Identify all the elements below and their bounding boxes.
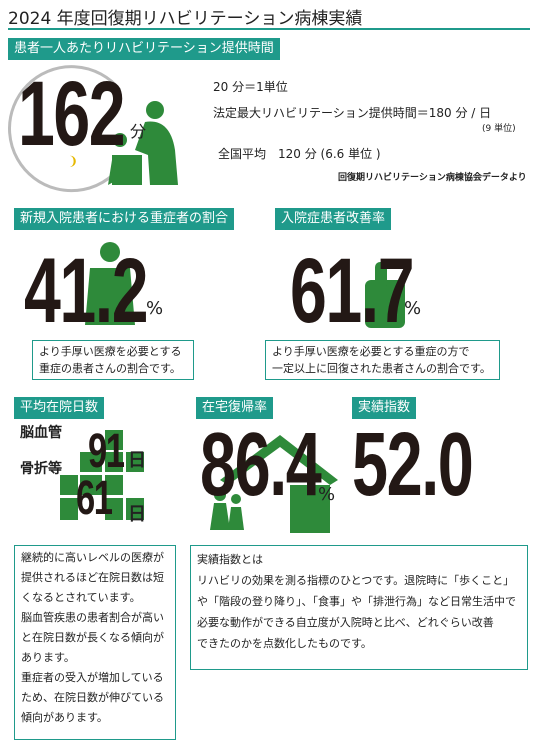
note-line: と在院日数が長くなる傾向が (21, 631, 164, 644)
note-line: ため、在院日数が伸びている (21, 691, 164, 704)
section-header: 実績指数 (352, 397, 417, 419)
unit: % (318, 484, 336, 505)
illustration (60, 430, 144, 520)
unit: 分 (130, 122, 147, 141)
row-label: 骨折等 (20, 461, 62, 477)
note-line: あります。 (21, 651, 75, 664)
big-number: 52.0 (352, 415, 474, 515)
section-header: 入院症患者改善率 (275, 208, 392, 230)
section-header: 患者一人あたりリハビリテーション提供時間 (8, 38, 280, 60)
note-line: 必要な動作ができる自立度が入院時と比べ、どれぐらい改善 (197, 616, 494, 629)
big-number: 91 (88, 425, 125, 478)
note-line: 脳血管疾患の患者割合が高い (21, 611, 164, 624)
note-line: 継続的に高いレベルの医療が (21, 551, 164, 564)
unit: 日 (128, 450, 146, 471)
info-line: 全国平均 120 分 (6.6 単位 ) (218, 147, 381, 161)
big-number: 41.2 (24, 240, 149, 342)
note-line: 重症の患者さんの割合です。 (39, 362, 181, 375)
illustration: ❩ (8, 65, 178, 193)
section-header: 新規入院患者における重症者の割合 (14, 208, 235, 230)
note-line: できたのかを点数化したものです。 (197, 637, 372, 650)
info-line: 法定最大リハビリテーション提供時間＝180 分 / 日 (213, 106, 492, 120)
note-line: や「階段の登り降り」、「食事」や「排泄行為」など日常生活中で (197, 595, 516, 608)
title-rule (8, 28, 530, 30)
big-number: 86.4 (200, 415, 322, 515)
note-line: より手厚い医療を必要とする重症の方で (272, 345, 470, 358)
unit: % (146, 298, 164, 319)
source: 回復期リハビリテーション病棟協会データより (338, 173, 527, 183)
section-header: 平均在院日数 (14, 397, 105, 419)
note-line: 一定以上に回復された患者さんの割合です。 (272, 362, 491, 375)
big-number: 61.7 (290, 240, 415, 342)
note-line: くなるとされています。 (21, 591, 141, 604)
note-line: 傾向があります。 (21, 711, 108, 724)
note-line: 重症者の受入が増加している (21, 671, 164, 684)
note-box: 継続的に高いレベルの医療が 提供されるほど在院日数は短 くなるとされています。 … (14, 545, 176, 740)
note-line: リハビリの効果を測る指標のひとつです。退院時に「歩くこと」 (197, 574, 515, 587)
row-label: 脳血管 (20, 425, 62, 441)
note-box: より手厚い医療を必要とする重症の方で 一定以上に回復された患者さんの割合です。 (265, 340, 500, 380)
unit: 日 (128, 504, 146, 525)
note-box: より手厚い医療を必要とする 重症の患者さんの割合です。 (32, 340, 194, 380)
svg-text:❩: ❩ (68, 154, 78, 168)
note-box: 実績指数とは リハビリの効果を測る指標のひとつです。退院時に「歩くこと」 や「階… (190, 545, 528, 670)
illustration (85, 242, 135, 325)
note-line: より手厚い医療を必要とする (39, 345, 182, 358)
unit: % (404, 298, 422, 319)
info-line: (9 単位) (482, 124, 516, 134)
illustration (210, 435, 338, 533)
section-header: 在宅復帰率 (196, 397, 274, 419)
note-line: 提供されるほど在院日数は短 (21, 571, 164, 584)
big-number: 61 (76, 472, 113, 525)
note-line: 実績指数とは (197, 553, 263, 566)
info-line: 20 分＝1単位 (213, 80, 288, 94)
page-title: 2024 年度回復期リハビリテーション病棟実績 (8, 9, 363, 29)
illustration (365, 262, 405, 328)
big-number: 162 (18, 63, 126, 165)
